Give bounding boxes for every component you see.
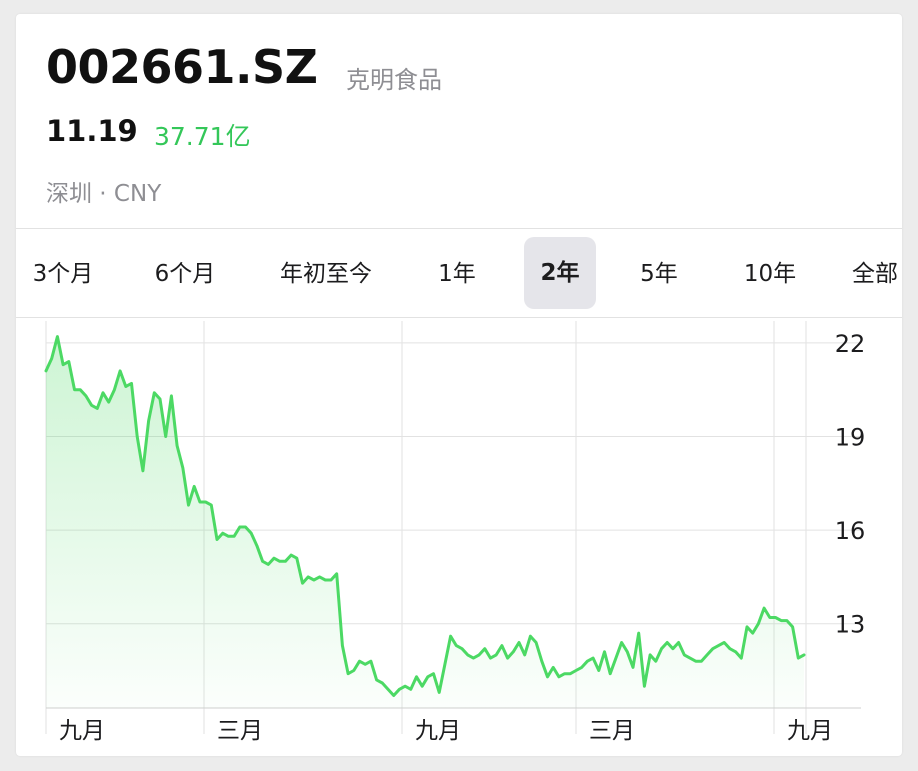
time-range-tabs: 3个月 6个月 年初至今 1年 2年 5年 10年 全部 bbox=[16, 228, 902, 318]
current-price: 11.19 bbox=[46, 114, 138, 148]
y-tick-label: 13 bbox=[835, 611, 866, 639]
exchange-currency: 深圳 · CNY bbox=[46, 181, 162, 207]
tab-6-months[interactable]: 6个月 bbox=[154, 261, 216, 287]
tab-10-years[interactable]: 10年 bbox=[743, 261, 797, 287]
price-chart[interactable]: 22 19 16 13 九月 三月 九月 三月 九月 bbox=[16, 316, 902, 756]
x-tick-label: 九月 bbox=[787, 718, 833, 744]
market-cap: 37.71亿 bbox=[154, 122, 251, 151]
x-tick-label: 三月 bbox=[217, 718, 263, 744]
y-tick-label: 22 bbox=[835, 330, 866, 358]
y-tick-label: 19 bbox=[835, 423, 866, 451]
price-chart-svg: 22 19 16 13 九月 三月 九月 三月 九月 bbox=[44, 321, 866, 744]
tab-all[interactable]: 全部 bbox=[852, 261, 898, 287]
ticker-symbol: 002661.SZ bbox=[46, 40, 318, 94]
stock-detail-card: 002661.SZ 克明食品 11.19 37.71亿 深圳 · CNY 3个月… bbox=[16, 14, 902, 756]
tab-year-to-date[interactable]: 年初至今 bbox=[280, 261, 372, 287]
x-tick-label: 九月 bbox=[59, 718, 105, 744]
company-name: 克明食品 bbox=[346, 66, 442, 94]
tab-1-year[interactable]: 1年 bbox=[438, 261, 476, 287]
tab-2-years[interactable]: 2年 bbox=[524, 237, 596, 309]
tab-5-years[interactable]: 5年 bbox=[640, 261, 678, 287]
y-tick-label: 16 bbox=[835, 517, 866, 545]
x-tick-label: 三月 bbox=[589, 718, 635, 744]
x-tick-label: 九月 bbox=[415, 718, 461, 744]
price-area-fill bbox=[46, 336, 804, 708]
price-line-series bbox=[44, 335, 806, 697]
tab-3-months[interactable]: 3个月 bbox=[32, 261, 94, 287]
